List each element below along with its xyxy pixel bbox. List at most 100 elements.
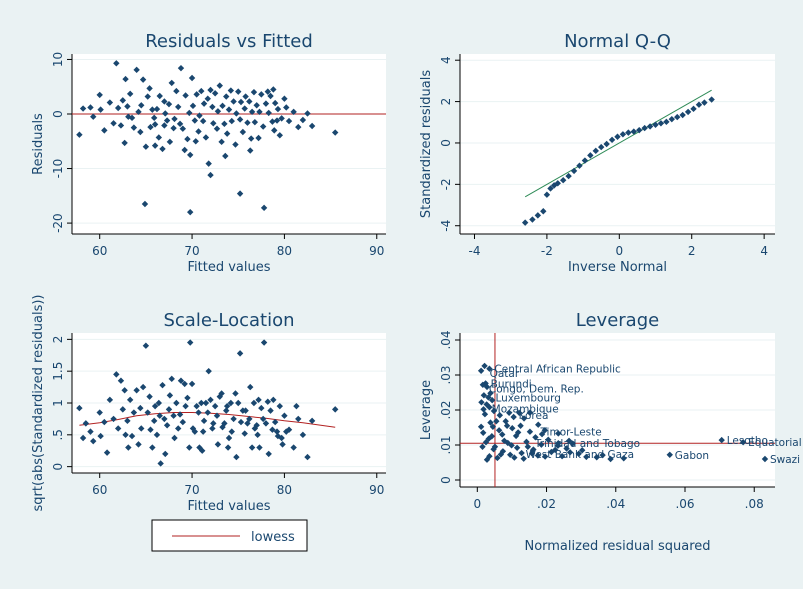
data-point bbox=[267, 92, 274, 100]
data-point bbox=[146, 85, 153, 92]
data-point bbox=[114, 104, 122, 112]
data-point bbox=[520, 455, 527, 462]
chart-title: Normal Q-Q bbox=[564, 31, 671, 52]
data-point bbox=[205, 367, 212, 375]
data-point bbox=[122, 75, 129, 83]
data-point bbox=[150, 114, 158, 122]
y-tick-label: 10 bbox=[51, 52, 65, 67]
data-point bbox=[230, 98, 237, 105]
data-point bbox=[79, 105, 87, 112]
x-tick-label: -2 bbox=[541, 244, 553, 258]
data-point bbox=[521, 219, 529, 226]
data-point bbox=[578, 447, 586, 454]
data-point bbox=[175, 103, 182, 111]
data-point bbox=[503, 422, 511, 429]
data-point bbox=[493, 418, 500, 425]
data-point bbox=[538, 441, 545, 448]
data-point bbox=[264, 398, 271, 405]
data-point bbox=[308, 417, 316, 425]
normal-reference-line bbox=[524, 89, 712, 198]
data-point bbox=[204, 409, 211, 416]
data-point bbox=[149, 106, 156, 113]
data-point bbox=[490, 407, 498, 415]
data-point bbox=[535, 421, 542, 428]
data-point bbox=[276, 132, 283, 139]
data-point bbox=[155, 399, 163, 407]
data-point bbox=[505, 409, 513, 416]
data-point bbox=[532, 434, 539, 441]
data-point bbox=[479, 429, 487, 436]
data-point bbox=[652, 121, 659, 128]
data-point bbox=[479, 443, 486, 450]
data-point bbox=[538, 430, 546, 438]
data-point bbox=[241, 430, 248, 437]
chart-title: Leverage bbox=[576, 310, 659, 331]
data-point bbox=[641, 124, 648, 132]
data-point bbox=[488, 397, 496, 404]
data-point bbox=[179, 125, 187, 132]
data-point bbox=[625, 129, 632, 136]
data-point bbox=[332, 406, 339, 413]
data-point bbox=[273, 428, 281, 435]
data-point bbox=[246, 415, 253, 423]
data-point bbox=[126, 90, 134, 98]
x-tick-label: 70 bbox=[184, 483, 199, 497]
data-point bbox=[176, 120, 184, 128]
data-point bbox=[192, 138, 199, 145]
legend: lowess bbox=[151, 519, 308, 552]
data-point bbox=[295, 123, 302, 131]
data-point bbox=[161, 98, 168, 105]
data-point bbox=[97, 432, 104, 440]
x-tick-label: 90 bbox=[369, 483, 384, 497]
y-axis-label: Standardized residuals bbox=[419, 70, 434, 218]
data-point bbox=[199, 447, 206, 454]
data-point bbox=[523, 438, 530, 446]
data-point bbox=[170, 124, 177, 132]
y-tick-label: 0 bbox=[51, 463, 65, 471]
data-point bbox=[188, 74, 196, 82]
data-point bbox=[690, 105, 697, 113]
data-point bbox=[114, 425, 122, 432]
point-label: Swazi bbox=[770, 454, 800, 466]
data-point bbox=[490, 446, 497, 453]
data-point bbox=[235, 88, 242, 95]
data-point bbox=[581, 157, 589, 164]
data-point bbox=[508, 442, 515, 449]
data-point bbox=[273, 117, 281, 124]
data-point bbox=[182, 92, 189, 99]
data-point bbox=[236, 190, 244, 197]
y-axis-label: Leverage bbox=[419, 380, 434, 440]
data-point bbox=[90, 113, 97, 120]
x-tick-label: 90 bbox=[369, 244, 384, 258]
data-point bbox=[239, 128, 247, 136]
data-point bbox=[235, 399, 242, 407]
data-point bbox=[543, 191, 551, 198]
data-point bbox=[195, 128, 202, 135]
data-point bbox=[267, 407, 274, 414]
data-point bbox=[161, 122, 168, 129]
point-label: Burundi bbox=[491, 378, 532, 390]
data-point bbox=[117, 122, 125, 129]
data-point bbox=[290, 108, 297, 116]
data-point bbox=[250, 399, 258, 407]
data-point bbox=[126, 396, 134, 404]
data-point bbox=[223, 93, 230, 100]
data-point bbox=[271, 418, 279, 426]
data-point bbox=[619, 131, 627, 138]
data-point bbox=[150, 417, 158, 425]
x-tick-label: .02 bbox=[537, 497, 556, 511]
data-point bbox=[184, 394, 191, 402]
data-point bbox=[663, 118, 670, 126]
data-point bbox=[162, 450, 169, 458]
data-point bbox=[227, 87, 235, 94]
data-point bbox=[218, 138, 225, 146]
data-point bbox=[232, 390, 239, 397]
data-point bbox=[162, 110, 169, 117]
data-point bbox=[518, 449, 525, 457]
legend-lowess-label: lowess bbox=[251, 530, 295, 545]
data-point bbox=[139, 76, 147, 83]
data-point bbox=[262, 420, 270, 427]
point-label: Congo, Dem. Rep. bbox=[489, 383, 584, 395]
data-point bbox=[499, 431, 506, 438]
data-point bbox=[168, 375, 175, 383]
